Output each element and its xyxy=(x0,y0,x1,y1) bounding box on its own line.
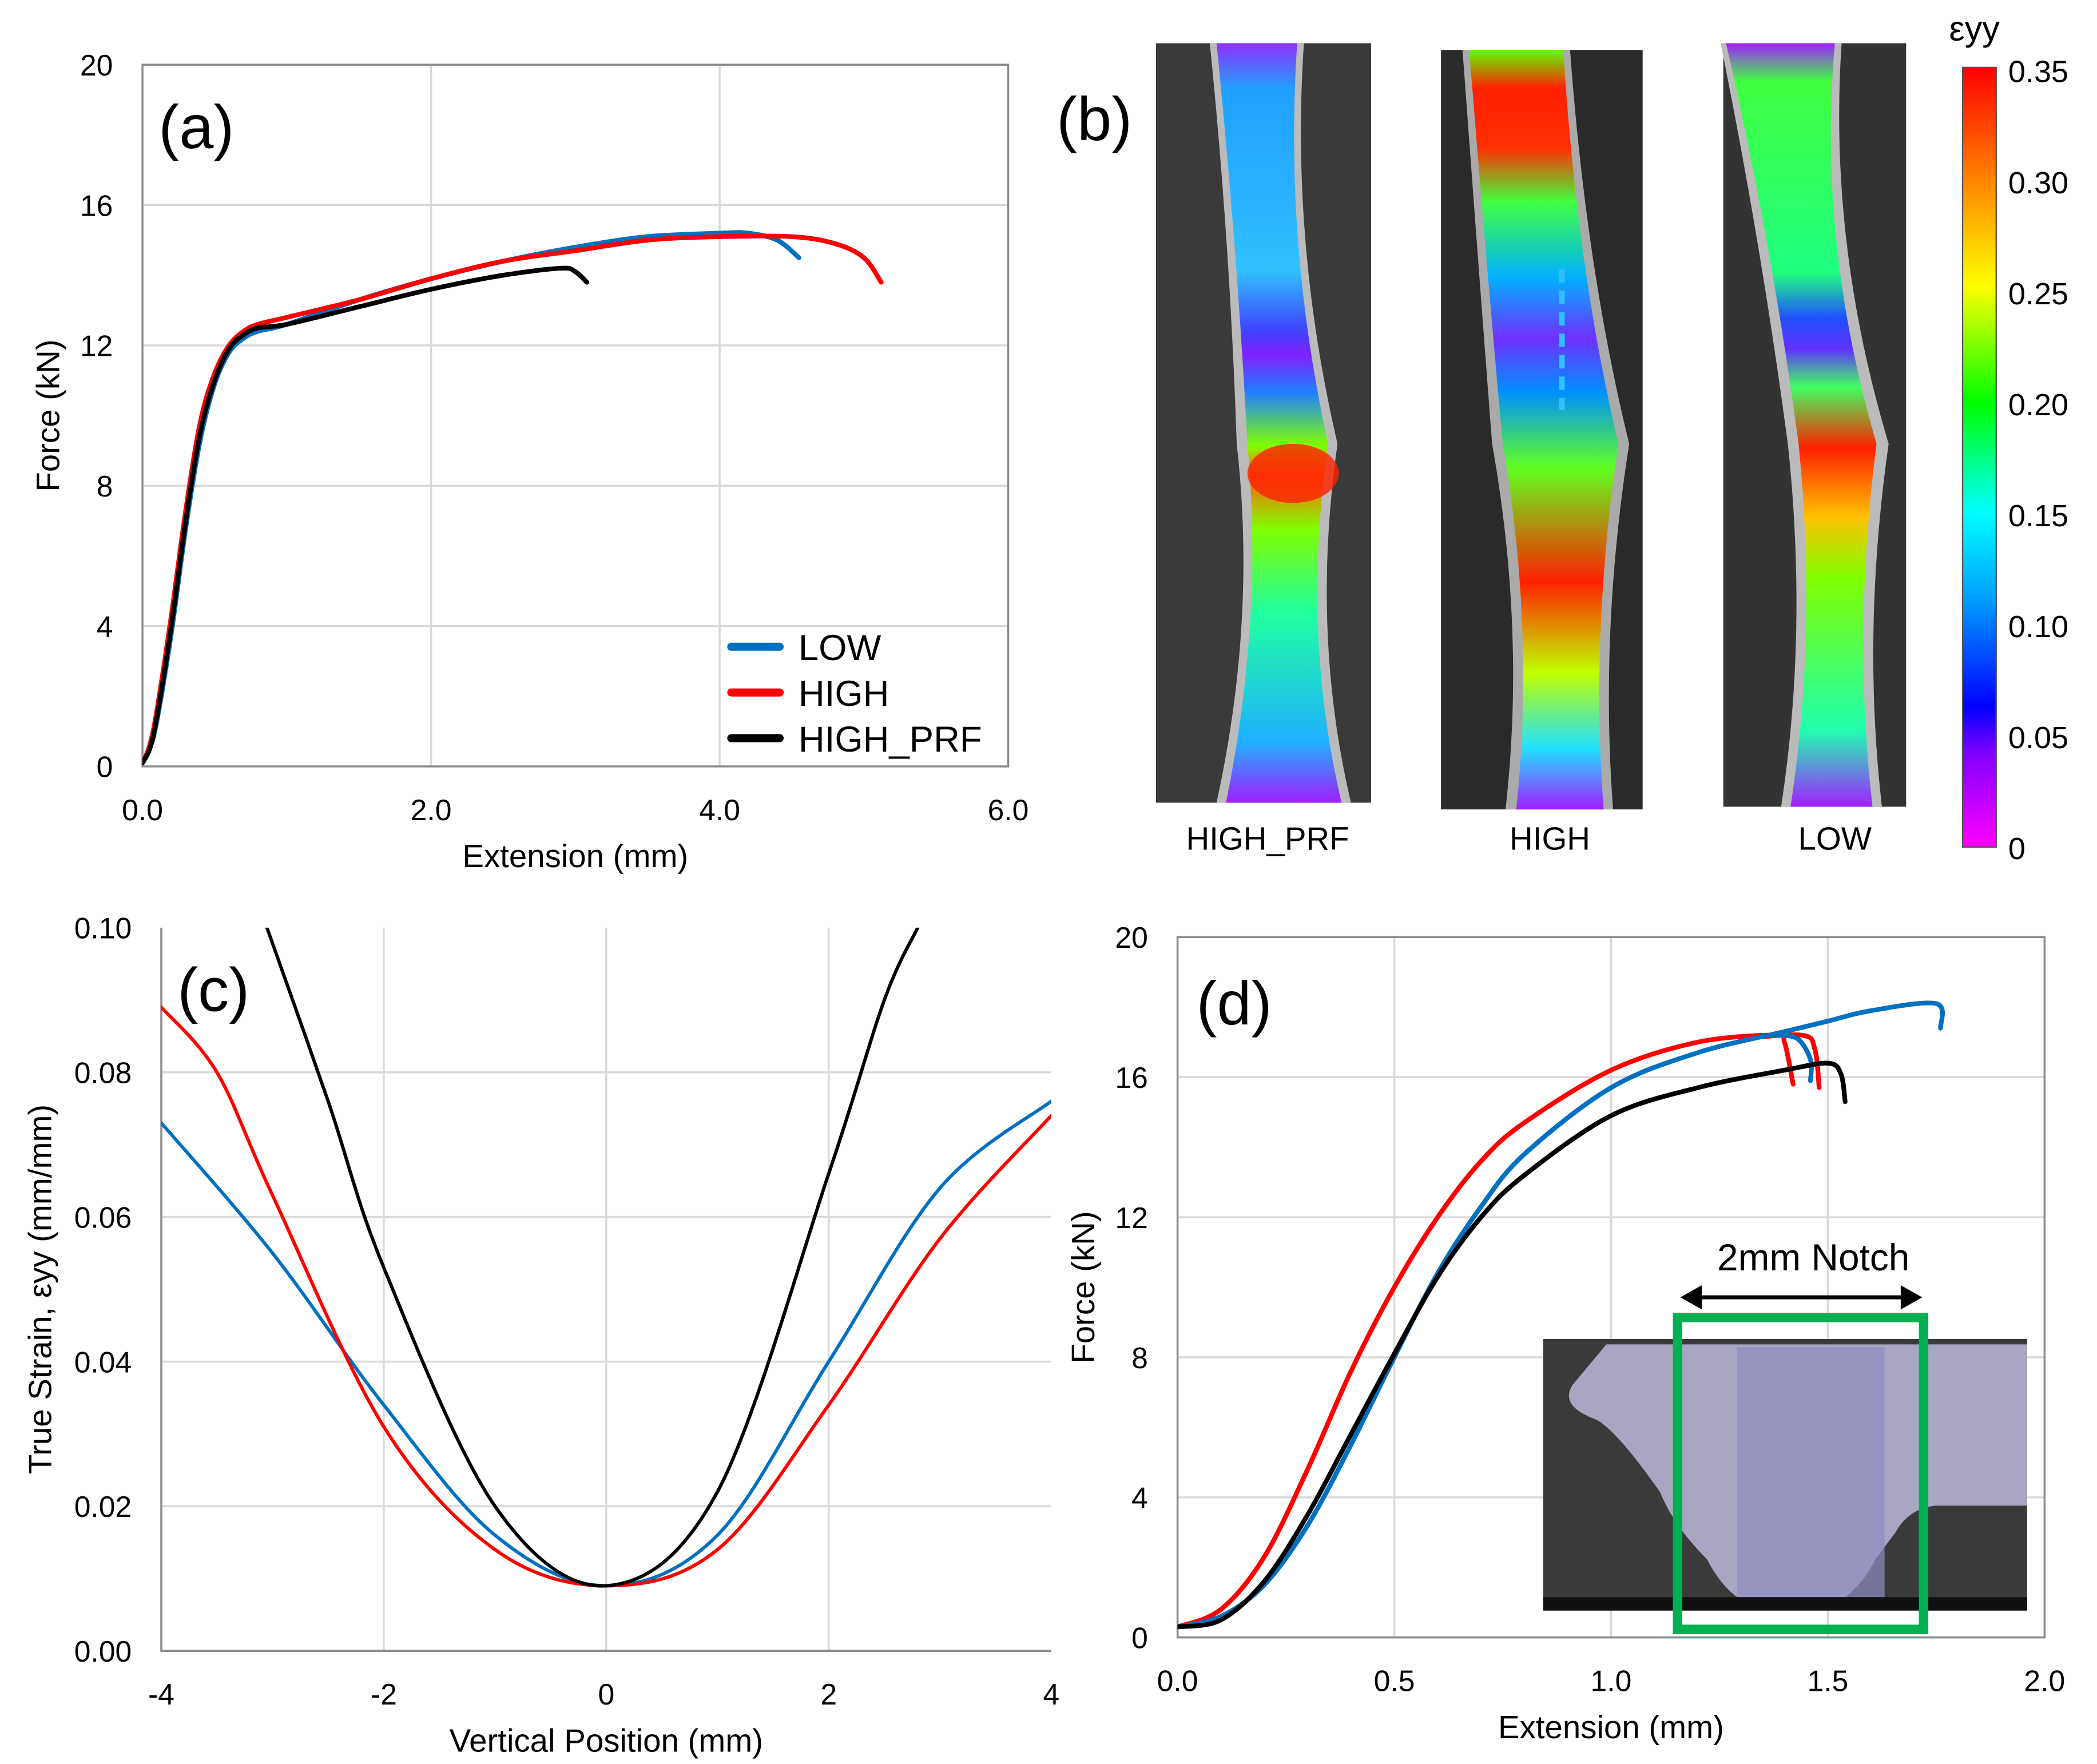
panel-d-chart: 0.0 0.5 1.0 1.5 2.0 0 4 8 12 16 20 Extension (mm) Fo… xyxy=(1065,921,2065,1745)
x-tick-label: 1.5 xyxy=(1807,1664,1848,1698)
y-tick-label: 20 xyxy=(1115,921,1148,954)
panel-label-a: (a) xyxy=(158,92,234,161)
series-line-high_prf xyxy=(1177,1060,1848,1630)
axes xyxy=(160,927,1051,1652)
y-tick-label: 16 xyxy=(80,189,113,222)
series-line-low xyxy=(142,230,801,765)
panel-label-c: (c) xyxy=(177,955,249,1024)
panel-label-d: (d) xyxy=(1197,968,1272,1038)
colorbar-tick-label: 0.30 xyxy=(2008,166,2068,200)
specimen-high: HIGH xyxy=(1441,50,1643,857)
series-line-low xyxy=(1177,1000,1945,1630)
x-tick-label: 0.0 xyxy=(122,793,163,827)
y-tick-label: 12 xyxy=(1115,1201,1148,1234)
y-tick-label: 4 xyxy=(97,610,113,643)
y-tick-label: 0.06 xyxy=(74,1201,132,1234)
legend: LOW HIGH HIGH_PRF xyxy=(727,628,982,760)
y-tick-label: 0.08 xyxy=(74,1056,132,1090)
colorbar-tick-label: 0 xyxy=(2008,832,2025,866)
x-tick-label: -4 xyxy=(148,1678,174,1711)
panel-a-chart: 0.0 2.0 4.0 6.0 0 4 8 12 16 20 Extension (mm) Force… xyxy=(30,49,1028,874)
y-tick-label: 12 xyxy=(80,329,113,363)
x-tick-label: 6.0 xyxy=(988,793,1029,827)
colorbar-tick-label: 0.20 xyxy=(2008,388,2068,422)
legend-label: HIGH_PRF xyxy=(799,720,982,760)
notch-annotation: 2mm Notch xyxy=(1717,1236,1909,1278)
series-line-low xyxy=(1773,1032,1814,1083)
specimen-label: LOW xyxy=(1798,821,1872,857)
specimen-label: HIGH xyxy=(1510,821,1590,857)
specimen-low: LOW xyxy=(1721,43,1907,857)
x-axis-label: Vertical Position (mm) xyxy=(450,1722,763,1758)
panel-b-strain-maps: (b) HIGH_PRF HIGH LOW εyy 0.35 0.30 0.25 0.… xyxy=(1057,9,2068,866)
x-tick-label: 0.5 xyxy=(1374,1664,1415,1698)
x-tick-label: 0 xyxy=(598,1678,614,1711)
x-axis-label: Extension (mm) xyxy=(462,838,688,874)
y-tick-label: 20 xyxy=(80,49,113,82)
specimen-label: HIGH_PRF xyxy=(1186,821,1349,857)
colorbar-tick-label: 0.15 xyxy=(2008,499,2068,533)
series-line-high_prf xyxy=(142,265,590,765)
y-tick-label: 0 xyxy=(1131,1622,1148,1655)
x-tick-label: -2 xyxy=(371,1678,397,1711)
panel-label-b: (b) xyxy=(1057,84,1132,153)
y-axis-label: True Strain, εyy (mm/mm) xyxy=(22,1105,58,1474)
y-axis-label: Force (kN) xyxy=(1065,1211,1101,1363)
y-tick-label: 0.04 xyxy=(74,1345,132,1378)
y-tick-label: 4 xyxy=(1131,1481,1148,1515)
plot-frame xyxy=(1176,936,2046,1639)
y-axis-label: Force (kN) xyxy=(30,339,66,491)
y-tick-label: 0.02 xyxy=(74,1490,132,1523)
y-tick-label: 0.10 xyxy=(74,912,132,945)
y-tick-label: 0 xyxy=(97,750,113,784)
colorbar-title: εyy xyxy=(1949,9,2000,48)
series-line-high xyxy=(1177,1032,1796,1630)
notch-inset-image xyxy=(1543,1339,2027,1611)
x-tick-label: 4.0 xyxy=(699,793,740,827)
specimen-high-prf: HIGH_PRF xyxy=(1156,43,1371,857)
series-line-high_prf xyxy=(265,927,920,1588)
x-axis-label: Extension (mm) xyxy=(1498,1709,1724,1745)
y-tick-label: 8 xyxy=(1131,1341,1148,1374)
y-tick-label: 8 xyxy=(97,470,113,503)
x-tick-label: 1.0 xyxy=(1591,1664,1632,1698)
colorbar-tick-label: 0.25 xyxy=(2008,277,2068,311)
notch-box xyxy=(1673,1313,1929,1634)
y-tick-label: 0.00 xyxy=(74,1635,132,1668)
x-tick-label: 4 xyxy=(1043,1678,1059,1711)
y-tick-label: 16 xyxy=(1115,1061,1148,1094)
colorbar-tick-label: 0.35 xyxy=(2008,55,2068,89)
series-line-high xyxy=(1738,1032,1822,1090)
series-line-high xyxy=(161,1006,1051,1588)
x-tick-label: 2.0 xyxy=(411,793,452,827)
x-tick-label: 2 xyxy=(820,1678,837,1711)
legend-label: LOW xyxy=(799,628,881,668)
series-line-high xyxy=(142,233,884,765)
colorbar: εyy 0.35 0.30 0.25 0.20 0.15 0.10 0.05 0 xyxy=(1949,9,2068,866)
x-tick-label: 0.0 xyxy=(1157,1664,1198,1698)
colorbar-tick-label: 0.05 xyxy=(2008,721,2068,755)
x-tick-label: 2.0 xyxy=(2024,1664,2065,1698)
legend-label: HIGH xyxy=(799,674,889,714)
colorbar-tick-label: 0.10 xyxy=(2008,610,2068,644)
panel-c-chart: -4 -2 0 2 4 0.00 0.02 0.04 0.06 0.08 0.10 Vertical … xyxy=(22,912,1059,1759)
plot-frame xyxy=(141,63,1010,768)
